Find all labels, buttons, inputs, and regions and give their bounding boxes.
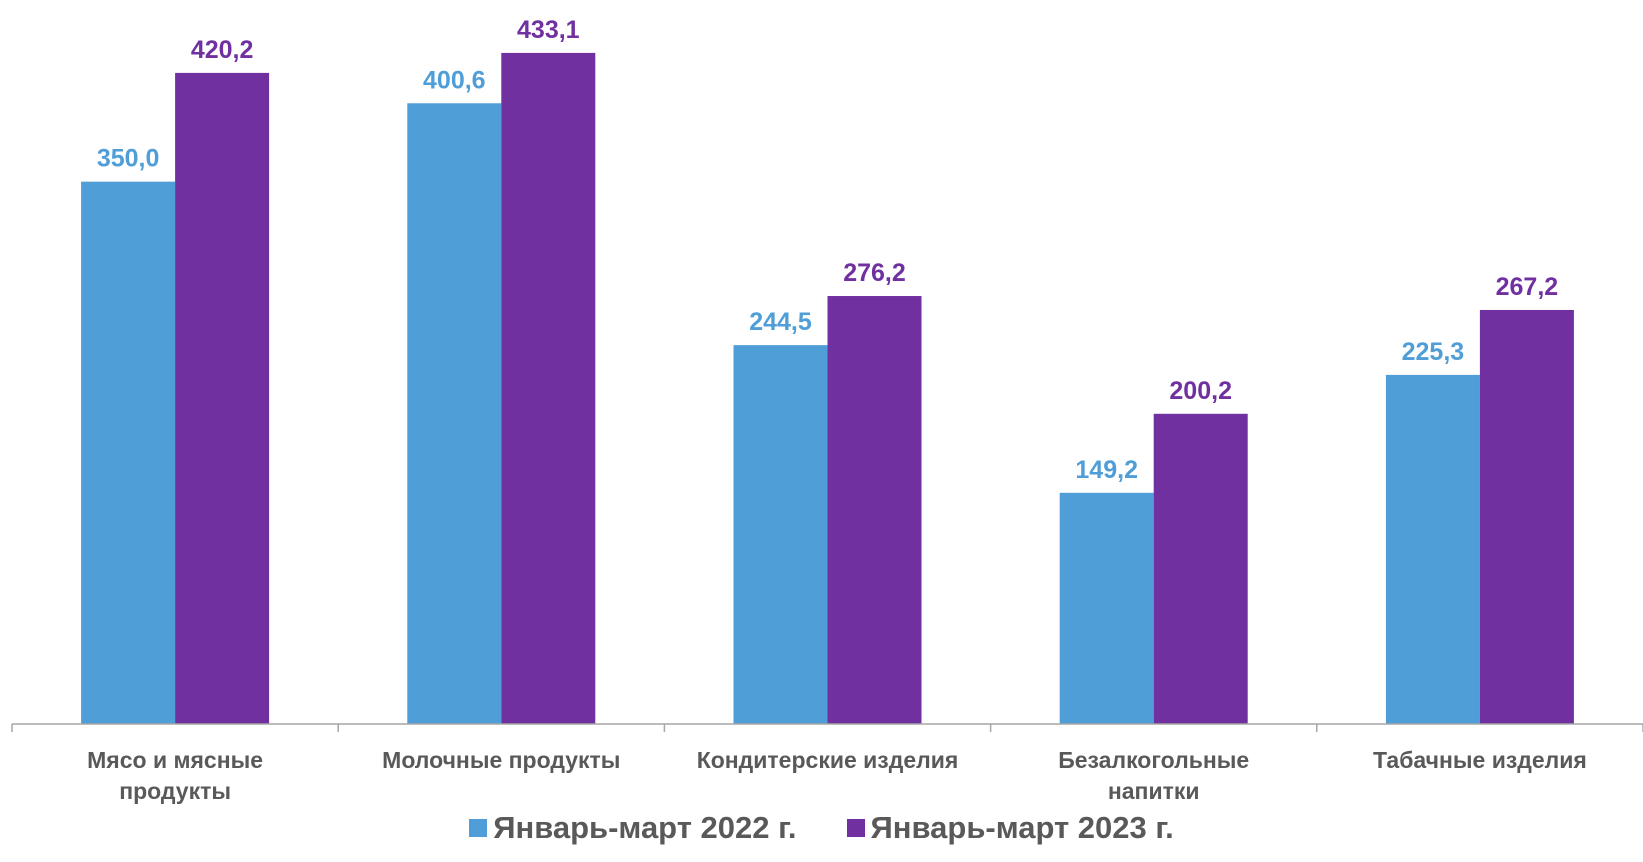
- category-label: напитки: [1108, 778, 1200, 804]
- legend-item-2023: Январь-март 2023 г.: [846, 810, 1174, 846]
- bar-chart: 350,0 420,2 400,6 433,1 244,5 276,2 149,2 200,2…: [11, 16, 1643, 804]
- category-label: Кондитерские изделия: [697, 747, 959, 773]
- category-label: Безалкогольные: [1058, 747, 1249, 773]
- data-label-2022: 244,5: [749, 308, 812, 336]
- bar-2022: [733, 345, 828, 724]
- data-label-2023: 276,2: [843, 259, 906, 287]
- data-label-2022: 225,3: [1402, 338, 1465, 366]
- legend-swatch-2023: [846, 819, 865, 837]
- legend-label-2023: Январь-март 2023 г.: [870, 810, 1174, 845]
- legend-label-2022: Январь-март 2022 г.: [493, 810, 797, 845]
- data-label-2023: 420,2: [191, 36, 254, 64]
- legend-item-2022: Январь-март 2022 г.: [469, 810, 797, 846]
- bar-2022: [407, 103, 502, 724]
- x-axis-ticks: [11, 724, 1643, 732]
- bars-group: [81, 52, 1574, 725]
- data-label-2022: 350,0: [97, 145, 160, 173]
- value-labels-group: 350,0 420,2 400,6 433,1 244,5 276,2 149,2 200,2…: [97, 16, 1558, 484]
- category-labels-group: Мясо и мясные продукты Молочные продукты Ко…: [87, 747, 1587, 804]
- bar-2023: [501, 52, 596, 724]
- bar-2023: [827, 296, 922, 724]
- bar-2023: [175, 72, 270, 725]
- bar-2022: [1059, 492, 1154, 724]
- data-label-2023: 433,1: [517, 16, 580, 44]
- legend: Январь-март 2022 г. Январь-март 2023 г.: [0, 810, 1643, 846]
- category-label: Табачные изделия: [1373, 747, 1587, 773]
- data-label-2023: 267,2: [1496, 273, 1559, 301]
- bar-2022: [81, 181, 176, 725]
- category-label: продукты: [119, 778, 231, 804]
- data-label-2022: 149,2: [1075, 456, 1138, 484]
- category-label: Мясо и мясные: [87, 747, 263, 773]
- data-label-2022: 400,6: [423, 66, 486, 94]
- legend-swatch-2022: [469, 819, 488, 837]
- bar-2022: [1385, 374, 1480, 724]
- bar-2023: [1153, 413, 1248, 724]
- data-label-2023: 200,2: [1169, 377, 1232, 405]
- category-label: Молочные продукты: [382, 747, 620, 773]
- bar-2023: [1479, 309, 1574, 724]
